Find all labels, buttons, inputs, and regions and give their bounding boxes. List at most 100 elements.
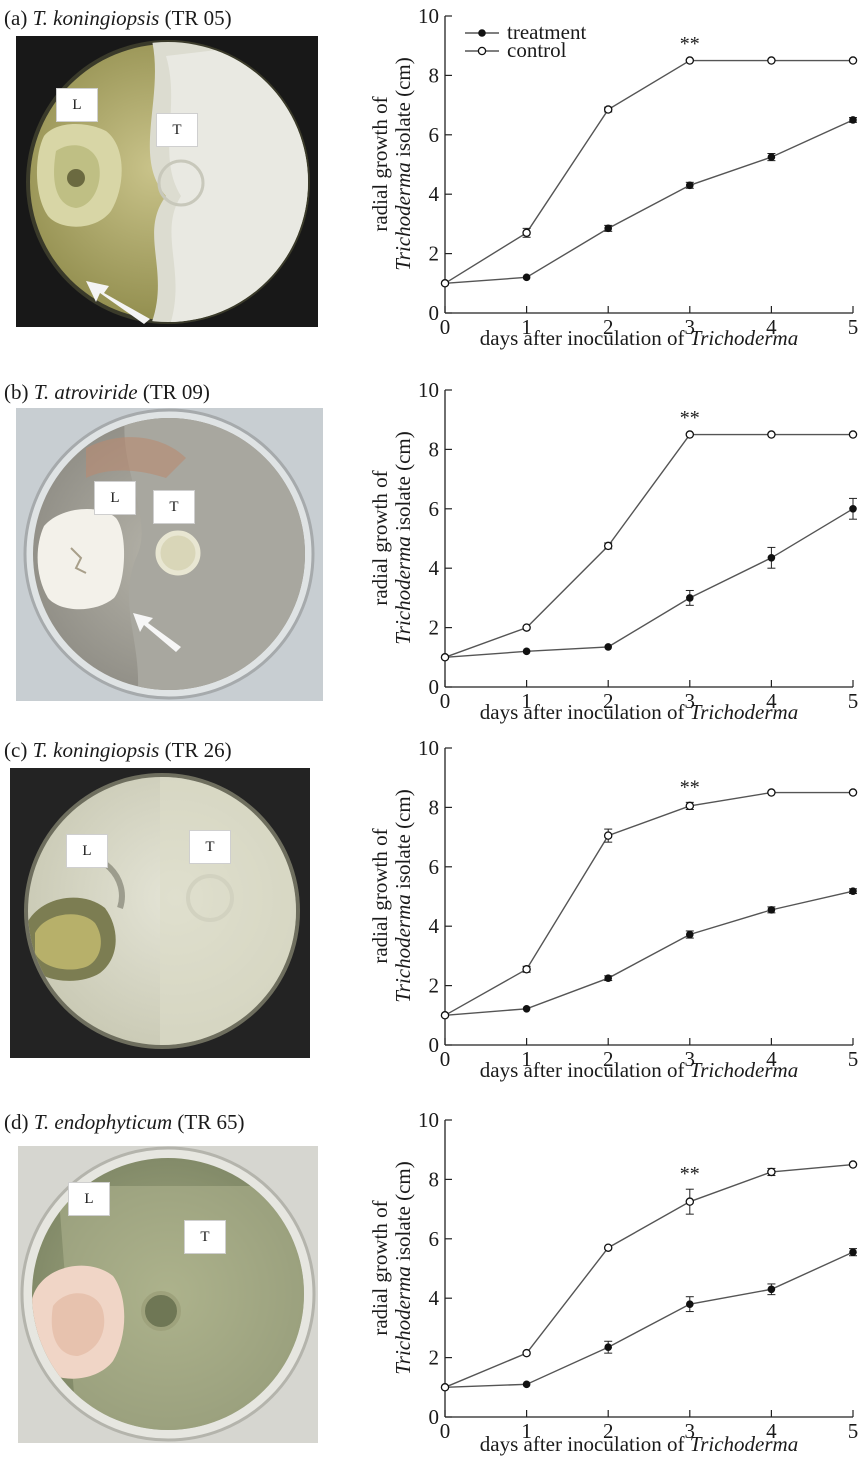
x-tick-label: 4	[766, 315, 777, 339]
legend-control-label: control	[507, 38, 567, 62]
x-tick-label: 1	[521, 1419, 532, 1443]
treatment-point	[686, 930, 694, 939]
series-control	[440, 1160, 858, 1392]
x-tick-label: 5	[848, 315, 859, 339]
panel-letter: (b)	[4, 380, 29, 404]
panel-letter: (a)	[4, 6, 28, 30]
control-point	[848, 56, 858, 65]
control-point	[685, 56, 695, 65]
treatment-line	[444, 890, 854, 1016]
panel-b: (b) T. atroviride (TR 09) L T 0	[0, 378, 863, 740]
treatment-point	[604, 974, 612, 982]
panel-letter: (c)	[4, 738, 28, 762]
series-treatment	[441, 497, 857, 662]
series-treatment	[441, 116, 857, 288]
x-tick-label: 3	[685, 689, 696, 713]
control-point	[522, 623, 531, 632]
treatment-line	[444, 119, 854, 284]
treatment-point	[522, 1004, 531, 1013]
legend-treatment-marker	[478, 29, 486, 37]
colony-label-l: L	[68, 1182, 110, 1216]
y-tick-label: 0	[429, 1033, 440, 1057]
significance-marker: **	[680, 33, 700, 55]
panel-title: (a) T. koningiopsis (TR 05)	[4, 6, 232, 31]
treatment-point	[686, 181, 694, 190]
panel-title: (b) T. atroviride (TR 09)	[4, 380, 210, 405]
x-tick-label: 5	[848, 1419, 859, 1443]
x-tick-label: 1	[521, 1047, 532, 1071]
x-tick-label: 2	[603, 689, 614, 713]
treatment-point	[767, 554, 776, 562]
species-name: T. atroviride	[33, 380, 138, 404]
y-tick-label: 6	[429, 497, 440, 521]
x-tick-label: 5	[848, 1047, 859, 1071]
control-point	[522, 965, 531, 974]
control-point	[767, 1167, 776, 1177]
treatment-point	[849, 1248, 857, 1256]
series-control	[440, 430, 858, 662]
series-control	[440, 788, 858, 1020]
y-tick-label: 10	[418, 378, 439, 402]
y-tick-label: 8	[429, 63, 440, 87]
treatment-point	[767, 1285, 776, 1294]
x-tick-label: 4	[766, 689, 777, 713]
x-axis-label: days after inoculation of Trichoderma	[479, 1058, 799, 1082]
legend-control: control	[465, 38, 567, 62]
series-treatment	[441, 1248, 857, 1392]
y-tick-label: 4	[429, 182, 440, 206]
growth-chart: 0 2 4 6 8 10 0 1 2 3 4 5 **	[418, 1108, 859, 1443]
x-tick-label: 1	[521, 689, 532, 713]
y-axis-label: radial growth of Trichoderma isolate (cm)	[368, 57, 415, 271]
series-control	[440, 56, 858, 288]
y-tick-label: 2	[429, 616, 440, 640]
control-point	[440, 1011, 450, 1020]
treatment-point	[522, 273, 531, 282]
control-point	[685, 430, 695, 439]
x-tick-label: 2	[603, 1419, 614, 1443]
control-line	[444, 1163, 854, 1388]
significance-marker: **	[680, 1163, 700, 1185]
control-point	[767, 788, 776, 797]
x-tick-label: 2	[603, 315, 614, 339]
treatment-point	[686, 1300, 694, 1308]
colony-label-l: L	[66, 834, 108, 868]
y-tick-label: 6	[429, 855, 440, 879]
growth-chart: 0 2 4 6 8 10 0 1 2 3 4 5 **	[418, 736, 859, 1071]
legend-treatment: treatment	[465, 20, 586, 44]
y-tick-label: 2	[429, 242, 440, 266]
petri-dish-photo: L T	[10, 768, 310, 1058]
x-axis-label: days after inoculation of Trichoderma	[479, 326, 799, 350]
species-name: T. koningiopsis	[32, 6, 160, 30]
treatment-line	[444, 1251, 854, 1388]
control-point	[848, 430, 858, 439]
treatment-point	[767, 906, 776, 914]
species-name: T. koningiopsis	[32, 738, 160, 762]
growth-chart: 0 2 4 6 8 10 0 1 2 3 4 5 **	[418, 378, 858, 713]
y-tick-label: 10	[418, 736, 439, 760]
treatment-point	[849, 116, 857, 124]
isolate-code: (TR 65)	[177, 1110, 245, 1134]
panel-title: (c) T. koningiopsis (TR 26)	[4, 738, 232, 763]
colony-label-l: L	[56, 88, 98, 122]
x-tick-label: 3	[685, 1047, 696, 1071]
treatment-line	[444, 508, 854, 658]
control-point	[603, 831, 613, 840]
treatment-point	[604, 643, 612, 651]
x-tick-label: 0	[440, 315, 451, 339]
y-tick-label: 4	[429, 914, 440, 938]
x-tick-label: 3	[685, 1419, 696, 1443]
y-axis-label: radial growth of Trichoderma isolate (cm)	[368, 1161, 415, 1375]
legend-control-marker	[477, 46, 487, 56]
control-point	[767, 56, 776, 65]
control-point	[603, 1243, 613, 1252]
isolate-code: (TR 05)	[164, 6, 232, 30]
x-tick-label: 0	[440, 1047, 451, 1071]
y-tick-label: 6	[429, 1227, 440, 1251]
panel-letter: (d)	[4, 1110, 29, 1134]
control-point	[603, 105, 613, 114]
colony-label-l: L	[94, 481, 136, 515]
x-tick-label: 0	[440, 1419, 451, 1443]
y-tick-label: 8	[429, 1167, 440, 1191]
panel-a: (a) T. koningiopsis (TR 05) L	[0, 4, 863, 366]
